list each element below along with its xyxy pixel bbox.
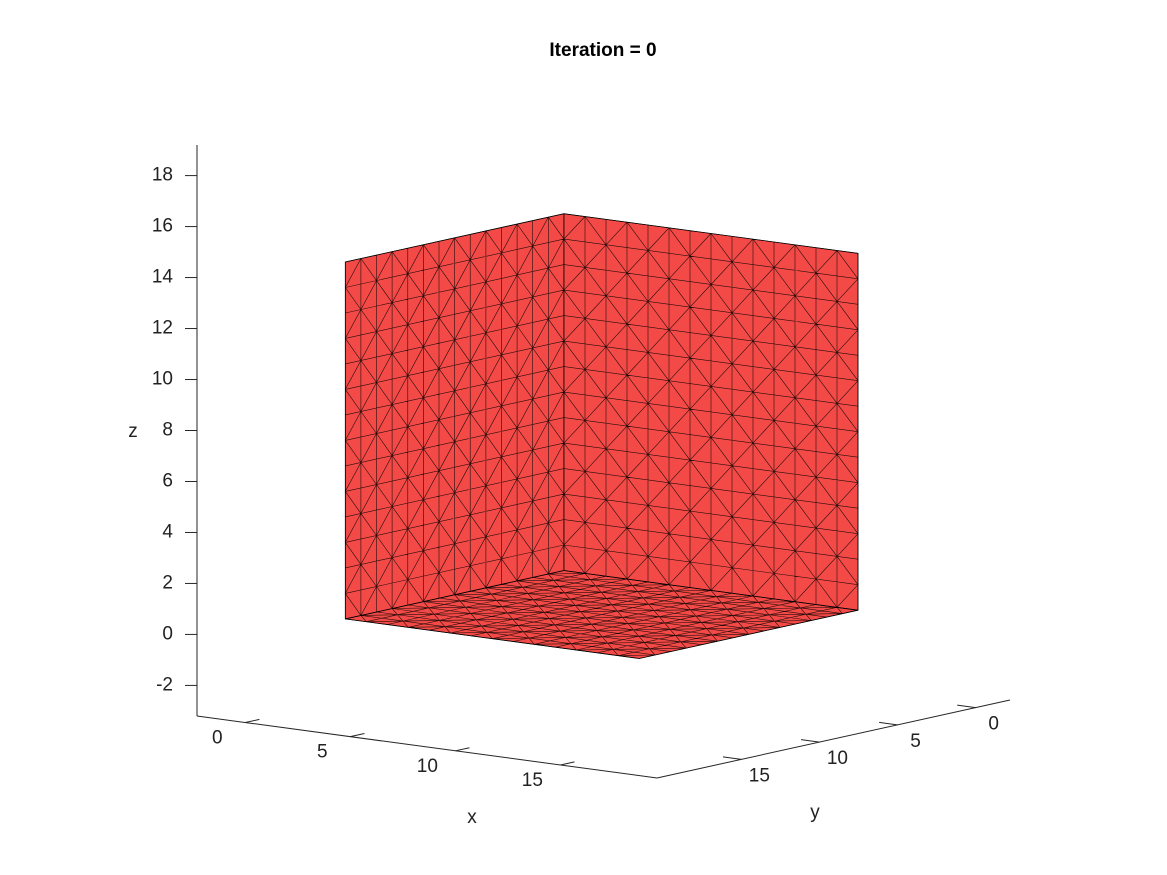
z-tick-label: 14 — [152, 267, 174, 288]
cube-y-face — [563, 213, 859, 611]
x-axis-label: x — [467, 807, 477, 828]
plot-area: -2 0 2 4 6 8 10 12 14 16 18 0 5 10 15 0 5 10 15 — [152, 145, 1011, 791]
x-tick-label: 0 — [212, 728, 223, 749]
z-tick-label: 8 — [162, 420, 173, 441]
y-tick — [722, 756, 742, 760]
x-tick — [455, 747, 470, 752]
z-tick-label: 10 — [152, 369, 173, 390]
y-axis-label: y — [810, 802, 820, 823]
z-tick-label: 2 — [162, 572, 173, 593]
y-tick-label: 15 — [749, 765, 770, 786]
cube-x-face — [344, 213, 565, 620]
z-tick-label: 4 — [162, 521, 173, 542]
x-axis-line — [196, 715, 658, 779]
x-tick-label: 10 — [417, 756, 438, 777]
z-tick-label: 16 — [152, 216, 173, 237]
x-tick — [560, 761, 575, 766]
x-tick — [245, 718, 260, 723]
cube-y-face-mesh — [563, 213, 859, 611]
z-tick-label: -2 — [156, 674, 173, 695]
x-tick-label: 5 — [317, 742, 328, 763]
chart-title: Iteration = 0 — [549, 40, 656, 61]
y-tick-label: 10 — [827, 748, 848, 769]
z-tick-label: 0 — [162, 623, 173, 644]
y-tick — [879, 721, 898, 726]
y-tick-label: 5 — [910, 731, 921, 752]
y-tick-label: 0 — [988, 714, 999, 735]
z-tick-label: 18 — [152, 165, 173, 186]
y-tick — [957, 704, 976, 709]
y-axis-line — [656, 699, 1011, 779]
y-tick — [800, 739, 820, 743]
z-tick-label: 6 — [162, 470, 173, 491]
z-axis-label: z — [128, 421, 138, 442]
z-tick-label: 12 — [152, 318, 173, 339]
x-tick — [350, 733, 365, 738]
x-tick-label: 15 — [522, 770, 543, 791]
